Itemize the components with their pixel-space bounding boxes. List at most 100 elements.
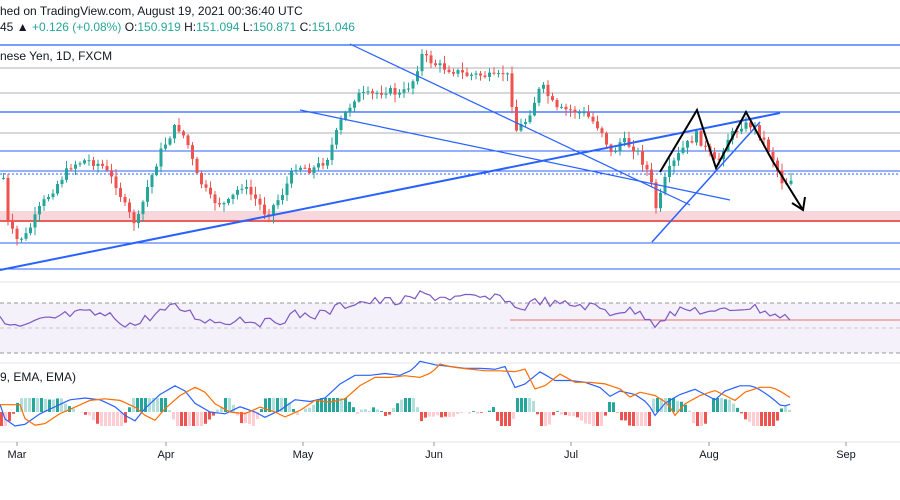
macd-histogram-bar	[448, 412, 451, 417]
macd-histogram-bar	[12, 412, 15, 414]
high-label: H:	[184, 20, 197, 34]
macd-histogram-bar	[492, 407, 495, 412]
macd-histogram-bar	[648, 412, 651, 426]
macd-label: 9, EMA, EMA)	[0, 370, 77, 384]
macd-histogram-bar	[268, 398, 271, 412]
macd-histogram-bar	[680, 401, 683, 412]
ohlc-prefix: 45	[0, 20, 14, 34]
macd-line	[0, 360, 791, 427]
macd-histogram-bar	[272, 398, 275, 412]
candle-body	[69, 168, 73, 170]
macd-histogram-bar	[652, 398, 655, 412]
candle-body	[618, 142, 622, 151]
candle-body	[564, 106, 568, 110]
candle-body	[353, 101, 356, 108]
macd-histogram-bar	[244, 412, 247, 423]
candle-body	[47, 197, 50, 200]
macd-histogram-bar	[152, 398, 155, 412]
candle-body	[600, 128, 604, 134]
candle-body	[213, 194, 217, 204]
macd-histogram-bar	[520, 398, 523, 412]
macd-histogram-bar	[384, 412, 387, 416]
macd-histogram-bar	[420, 412, 423, 422]
macd-histogram-bar	[668, 398, 671, 412]
macd-histogram-bar	[40, 398, 43, 412]
candle-body	[627, 138, 631, 147]
candle-body	[668, 166, 671, 177]
candle-body	[240, 188, 244, 190]
candle-body	[312, 167, 316, 174]
macd-histogram-bar	[164, 398, 167, 412]
candle-body	[717, 158, 721, 160]
macd-histogram-bar	[248, 412, 251, 425]
candle-body	[677, 152, 680, 161]
candle-body	[290, 171, 293, 184]
macd-histogram-bar	[560, 412, 563, 415]
macd-histogram-bar	[440, 412, 443, 418]
candle-body	[303, 167, 307, 169]
candle-body	[690, 141, 694, 143]
macd-histogram-bar	[260, 409, 263, 412]
candle-body	[407, 88, 410, 90]
macd-histogram-bar	[676, 400, 679, 412]
candle-body	[551, 96, 554, 101]
macd-histogram-bar	[660, 398, 663, 412]
candle-body	[483, 75, 487, 77]
candle-body	[578, 112, 581, 114]
pattern-neckline	[651, 121, 761, 243]
candle-body	[249, 186, 253, 195]
macd-histogram-bar	[656, 398, 659, 412]
macd-histogram-bar	[640, 412, 643, 426]
macd-histogram-bar	[548, 412, 551, 425]
macd-histogram-bar	[44, 398, 47, 412]
candle-body	[344, 111, 347, 120]
macd-histogram-bar	[352, 407, 355, 412]
macd-histogram-bar	[180, 412, 183, 426]
candle-body	[654, 182, 658, 209]
macd-histogram-bar	[176, 412, 179, 426]
macd-histogram-bar	[112, 412, 115, 426]
macd-histogram-bar	[280, 398, 283, 412]
candle-body	[29, 227, 32, 234]
candle-body	[33, 214, 37, 228]
macd-histogram-bar	[240, 412, 243, 424]
macd-histogram-bar	[580, 412, 583, 421]
candle-body	[461, 70, 464, 73]
candle-body	[191, 145, 194, 159]
candle-body	[51, 193, 55, 198]
macd-histogram-bar	[664, 398, 667, 412]
candle-body	[650, 169, 653, 183]
macd-histogram-bar	[72, 408, 75, 412]
macd-histogram-bar	[532, 401, 535, 412]
macd-histogram-bar	[232, 404, 235, 412]
candle-body	[605, 133, 608, 145]
macd-histogram-bar	[452, 412, 455, 417]
candle-body	[645, 164, 649, 170]
candle-body	[231, 194, 235, 199]
macd-histogram-bar	[220, 406, 223, 412]
candle-body	[443, 63, 446, 70]
macd-histogram-bar	[604, 412, 607, 416]
candle-body	[569, 109, 572, 111]
candle-body	[276, 200, 280, 206]
macd-histogram-bar	[424, 412, 427, 418]
candle-body	[227, 198, 230, 204]
macd-histogram-bar	[596, 412, 599, 426]
macd-histogram-bar	[128, 407, 131, 412]
candle-body	[447, 69, 451, 73]
macd-histogram-bar	[80, 412, 83, 413]
macd-histogram-bar	[332, 398, 335, 412]
macd-histogram-bar	[132, 398, 135, 412]
macd-histogram-bar	[756, 412, 759, 426]
macd-histogram-bar	[108, 412, 111, 426]
channel-upper-line	[349, 43, 691, 206]
macd-histogram-bar	[376, 409, 379, 412]
candle-body	[771, 152, 775, 161]
macd-histogram-bar	[584, 412, 587, 424]
macd-histogram-bar	[720, 398, 723, 412]
candle-body	[15, 228, 19, 240]
candle-body	[474, 73, 478, 75]
x-tick-label: May	[293, 449, 314, 461]
macd-histogram-bar	[752, 412, 755, 426]
